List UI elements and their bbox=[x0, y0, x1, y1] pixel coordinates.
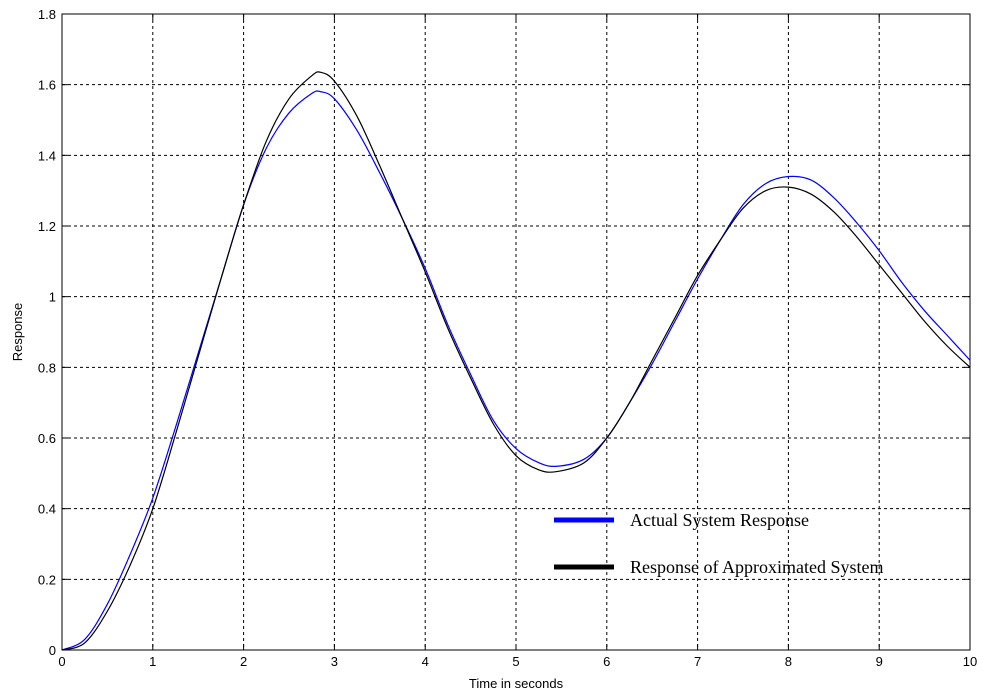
y-tick-label: 0.8 bbox=[38, 360, 56, 375]
grid bbox=[62, 14, 970, 650]
x-tick-label: 0 bbox=[58, 654, 65, 669]
y-tick-label: 1.8 bbox=[38, 7, 56, 22]
plot-frame bbox=[61, 13, 971, 651]
x-tick-label: 1 bbox=[149, 654, 156, 669]
x-tick-label: 6 bbox=[603, 654, 610, 669]
x-tick-label: 2 bbox=[240, 654, 247, 669]
x-tick-label: 9 bbox=[876, 654, 883, 669]
y-tick-label: 1.4 bbox=[38, 148, 56, 163]
y-tick-label: 1.2 bbox=[38, 219, 56, 234]
axis-ticks: 0 1 2 3 4 5 6 7 8 9 10 0 0.2 0.4 0.6 0.8 1 1.2 1.4 1.6 1.8 bbox=[38, 7, 977, 669]
legend: Actual System Response Response of Appro… bbox=[554, 510, 883, 577]
series-line-approximated bbox=[61, 71, 971, 651]
series-group bbox=[61, 71, 971, 651]
x-axis-label: Time in seconds bbox=[469, 676, 564, 691]
legend-label-approx: Response of Approximated System bbox=[630, 557, 883, 577]
y-axis-label: Response bbox=[10, 303, 25, 362]
x-tick-label: 7 bbox=[694, 654, 701, 669]
y-tick-label: 0.6 bbox=[38, 431, 56, 446]
x-tick-label: 5 bbox=[512, 654, 519, 669]
x-tick-label: 10 bbox=[963, 654, 977, 669]
y-tick-label: 0.2 bbox=[38, 572, 56, 587]
y-tick-label: 1.6 bbox=[38, 78, 56, 93]
x-tick-label: 4 bbox=[422, 654, 429, 669]
y-tick-label: 0.4 bbox=[38, 502, 56, 517]
y-tick-label: 1 bbox=[49, 290, 56, 305]
y-tick-label: 0 bbox=[49, 643, 56, 658]
x-tick-label: 3 bbox=[331, 654, 338, 669]
legend-label-actual: Actual System Response bbox=[630, 510, 809, 530]
x-tick-label: 8 bbox=[785, 654, 792, 669]
